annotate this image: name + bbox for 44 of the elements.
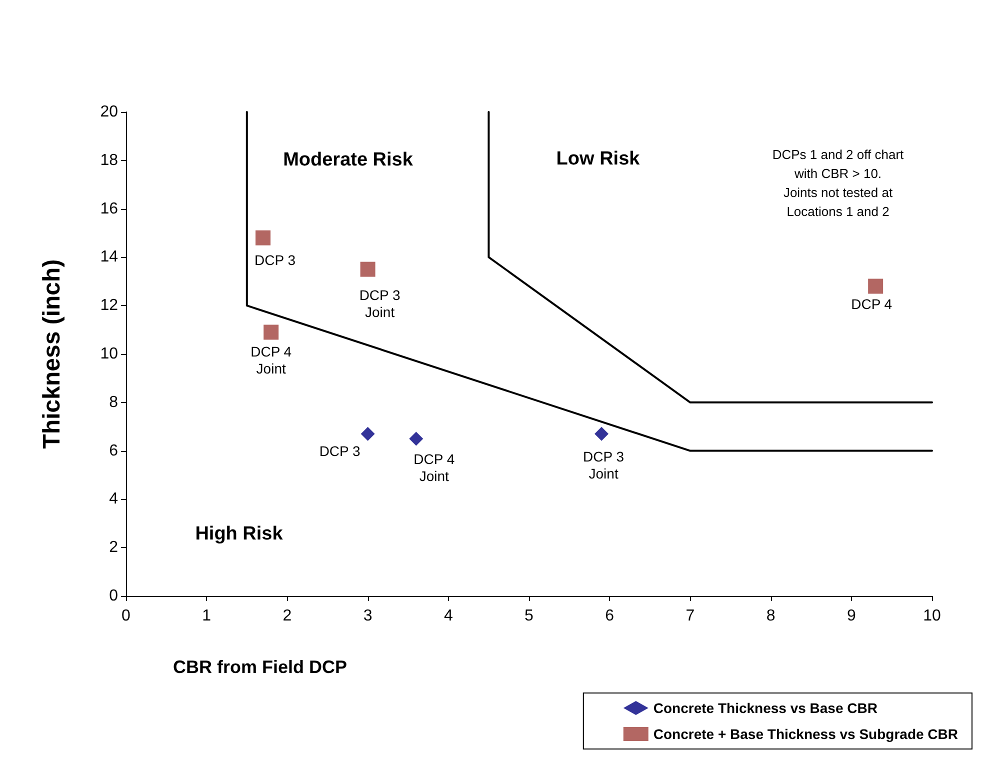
x-tick-label: 5 [524,608,534,624]
x-tick-label: 6 [605,608,614,624]
x-tick-label: 3 [363,608,372,624]
y-tick-label: 8 [109,394,118,411]
x-tick-label: 9 [846,608,856,624]
point [594,426,609,441]
x-tick-label: 1 [202,608,212,624]
y-tick-label: 16 [100,200,118,218]
annotation: DCP 3 Joint [583,448,624,482]
y-tick-label: 6 [109,442,118,460]
point [360,262,376,277]
y-tick-label: 14 [100,248,118,266]
annotation: DCP 3 Joint [359,286,401,320]
x-tick-label: 8 [766,608,776,624]
y-tick-label: 12 [100,297,118,314]
y-tick-label: 2 [109,539,118,556]
y-tick-label: 0 [109,588,118,604]
point [256,230,271,246]
annotation: DCP 4 [851,296,892,312]
x-tick-label: 7 [686,608,695,624]
y-tick-label: 10 [100,346,118,362]
x-axis-title: CBR from Field DCP [173,657,348,677]
annotation: DCP 4 Joint [414,451,455,484]
y-tick-label: 4 [109,490,118,508]
y-tick-label: 18 [100,152,118,169]
legend-label: Concrete + Base Thickness vs Subgrade CBR [653,726,958,742]
annotation: DCPs 1 and 2 off chart with CBR > 10. Joints not tested at Locations 1 and 2 [772,147,904,219]
point [264,324,279,340]
annotation: DCP 3 [254,252,296,268]
x-tick-label: 0 [122,608,131,624]
annotation: Moderate Risk [283,150,414,170]
y-tick-label: 20 [100,104,118,120]
annotation: DCP 3 [319,442,361,459]
x-tick-label: 2 [282,608,292,624]
annotation: Low Risk [556,148,640,170]
y-axis-title: Thickness (inch) [38,259,66,449]
point [409,432,424,446]
x-tick-label: 10 [923,608,941,624]
point [868,278,884,294]
point [360,426,375,441]
x-tick-label: 4 [444,608,453,624]
annotation: DCP 4 Joint [250,344,292,377]
annotation: High Risk [195,524,284,544]
legend-label: Concrete Thickness vs Base CBR [653,700,878,716]
